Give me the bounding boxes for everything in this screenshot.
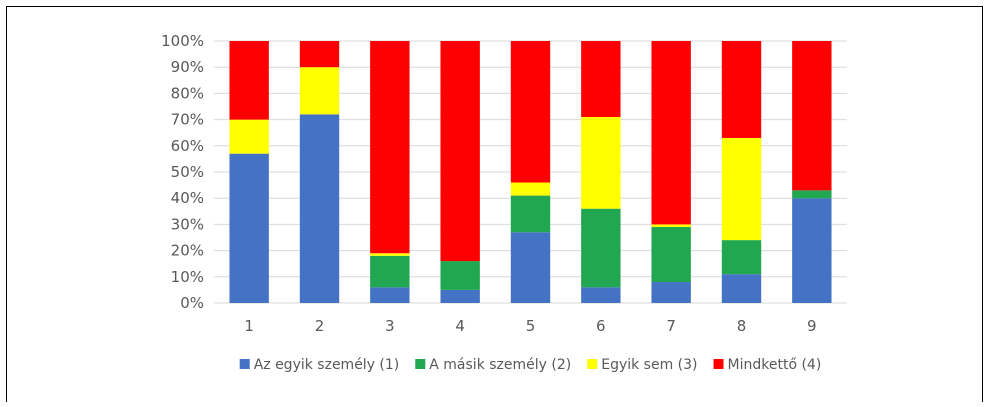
x-axis-ticks: 1 2 3 4 5 6 7 8 9 [244,317,816,335]
bar-segment-3-series-2 [370,255,410,288]
legend-item: Az egyik személy (1) [239,357,400,373]
bar-segment-9-series-2 [792,190,832,199]
bar-segment-5-series-1 [510,232,551,303]
bar-segment-4-series-1 [440,289,480,303]
y-tick-label: 30% [171,215,204,233]
bar-segment-8-series-4 [721,41,762,138]
x-tick-label: 1 [244,317,254,335]
bar-segment-9-series-4 [792,41,832,191]
bar-segment-6-series-3 [581,116,621,209]
legend-label: Egyik sem (3) [601,357,697,373]
legend-swatch [713,359,724,369]
bar-segment-9-series-1 [792,198,832,303]
legend-swatch [239,359,250,369]
x-tick-label: 2 [315,317,325,335]
x-tick-label: 3 [385,317,395,335]
chart-frame: 0% 10% 20% 30% 40% 50% 60% 70% 80% 90% 100% 1 2 3 4 5 6… [6,6,983,402]
bar-segment-2-series-3 [299,67,340,115]
bar-segment-8-series-1 [721,274,762,303]
bar-segment-3-series-3 [370,253,410,256]
y-tick-label: 20% [171,242,204,260]
bar-segment-6-series-4 [581,41,621,117]
x-tick-label: 9 [807,317,817,335]
bar-segment-1-series-1 [229,153,269,303]
bar-segment-8-series-3 [721,137,762,241]
bar-segment-5-series-3 [510,182,551,196]
y-tick-label: 80% [171,84,204,102]
bar-segment-5-series-4 [510,41,551,183]
bar-segment-4-series-4 [440,41,480,262]
y-axis-ticks: 0% 10% 20% 30% 40% 50% 60% 70% 80% 90% 100% [161,32,204,312]
bar-segment-1-series-4 [229,41,269,120]
x-tick-label: 7 [666,317,676,335]
bar-segment-7-series-4 [651,41,691,225]
bar-segment-7-series-3 [651,224,691,228]
legend-label: Mindkettő (4) [728,357,822,373]
bars [229,41,832,303]
x-tick-label: 8 [737,317,747,335]
y-tick-label: 50% [171,163,204,181]
x-tick-label: 6 [596,317,606,335]
y-tick-label: 40% [171,189,204,207]
x-tick-label: 5 [526,317,536,335]
legend-label: A másik személy (2) [429,357,571,373]
x-tick-label: 4 [455,317,465,335]
bar-segment-8-series-2 [721,240,762,275]
y-tick-label: 90% [171,58,204,76]
bar-segment-7-series-1 [651,282,691,303]
stacked-bar-chart: 0% 10% 20% 30% 40% 50% 60% 70% 80% 90% 100% 1 2 3 4 5 6… [161,32,847,373]
y-tick-label: 100% [161,32,204,50]
y-tick-label: 60% [171,137,204,155]
y-tick-label: 0% [180,294,204,312]
y-tick-label: 70% [171,111,204,129]
bar-segment-5-series-2 [510,195,551,233]
legend-item: Mindkettő (4) [713,357,822,373]
legend-item: A másik személy (2) [415,357,571,373]
bar-segment-2-series-1 [299,114,340,303]
bar-segment-1-series-3 [229,119,269,154]
bar-segment-3-series-4 [370,41,410,254]
bar-segment-6-series-1 [581,287,621,303]
legend-swatch [415,359,426,369]
bar-segment-2-series-4 [299,41,340,68]
bar-segment-4-series-2 [440,261,480,290]
y-tick-label: 10% [171,268,204,286]
bar-segment-3-series-1 [370,287,410,303]
legend-label: Az egyik személy (1) [254,357,400,373]
bar-segment-6-series-2 [581,208,621,288]
legend-item: Egyik sem (3) [587,357,698,373]
legend-swatch [587,359,598,369]
legend: Az egyik személy (1) A másik személy (2) E… [239,357,822,373]
bar-segment-7-series-2 [651,227,691,283]
